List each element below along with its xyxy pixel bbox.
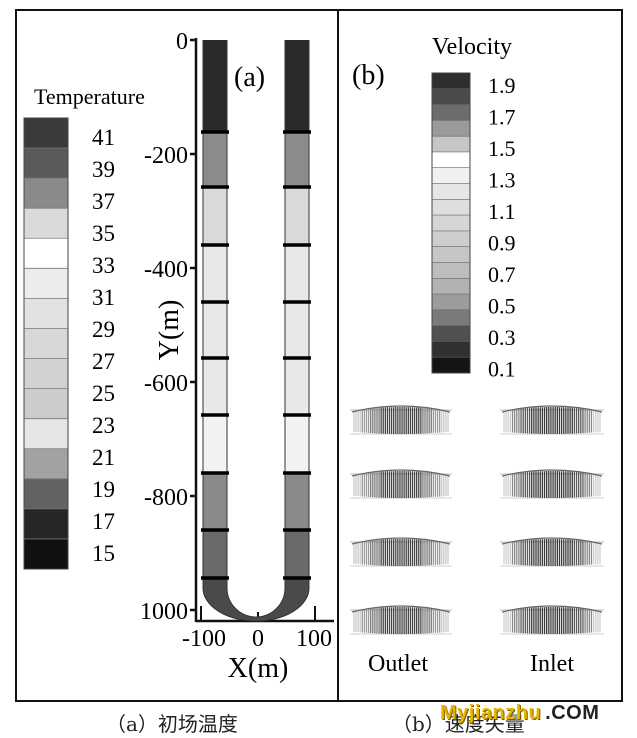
velocity-legend-label: 0.1 [488,357,516,382]
velocity-legend-label: 1.9 [488,73,516,98]
velocity-profile-plot [500,537,604,567]
panel-a-label: (a) [234,62,265,93]
temperature-legend-swatch [24,178,68,209]
y-axis: 0 -200 -400 -600 -800 1000 Y(m) [140,29,198,625]
velocity-profile-plot [500,469,604,499]
temperature-legend-swatch [24,508,68,540]
temperature-legend-swatch [24,118,68,149]
velocity-legend-label: 1.7 [488,105,516,130]
temperature-legend-swatch [24,328,68,360]
temperature-legend-swatch [24,238,68,269]
x-axis: -100 0 100 X(m) [182,606,334,684]
velocity-legend-swatch [432,167,470,185]
velocity-legend-label: 1.3 [488,168,516,193]
temperature-legend-swatch [24,268,68,299]
temperature-legend-label: 25 [92,381,115,406]
x-axis-label: X(m) [228,653,289,684]
temperature-legend-label: 31 [92,285,115,310]
caption-b: （b）速度矢量 [392,712,525,736]
velocity-legend-swatch [432,120,470,137]
watermark: Myjianzhu .COM [440,702,599,725]
watermark-suffix: .COM [545,702,600,724]
velocity-legend-swatch [432,183,470,200]
u-tube-temperature-field [201,40,311,622]
inlet-label: Inlet [530,651,574,677]
velocity-legend-swatch [432,215,470,232]
velocity-legend-swatch [432,88,470,106]
temperature-legend-swatch [24,538,68,570]
velocity-legend-title: Velocity [432,34,512,60]
y-tick-label: 1000 [140,599,188,625]
temperature-legend-label: 35 [92,221,115,246]
y-tick-label: -600 [144,371,188,397]
velocity-legend-swatch [432,357,470,374]
x-tick-label: -100 [182,626,226,652]
x-tick-label: 0 [252,626,264,652]
figure-frame [15,9,623,702]
velocity-profile-plot [350,469,452,499]
velocity-legend-swatch [432,73,470,90]
y-tick-label: -800 [144,485,188,511]
velocity-profile-plot [350,537,452,567]
velocity-legend-swatch [432,325,470,342]
velocity-legend-swatch [432,104,470,121]
temperature-legend-label: 15 [92,541,115,566]
outlet-label: Outlet [368,651,428,677]
velocity-legend-label: 0.7 [488,262,516,287]
velocity-legend-swatch [432,341,470,358]
velocity-legend-label: 1.5 [488,136,516,161]
temperature-legend-label: 39 [92,157,115,182]
velocity-legend-swatch [432,294,470,311]
temperature-legend-label: 19 [92,477,115,502]
velocity-legend-swatch [432,278,470,295]
temperature-legend-swatch [24,148,68,179]
velocity-profile-plot [350,405,452,435]
temperature-legend-label: 33 [92,253,115,278]
x-tick-label: 100 [296,626,332,652]
temperature-legend-swatch [24,208,68,239]
velocity-legend-swatch [432,151,470,169]
velocity-legend-label: 0.5 [488,294,516,319]
temperature-legend-swatch [24,418,68,450]
temperature-legend-swatch [24,358,68,390]
velocity-profile-plot [350,605,452,635]
y-axis-label: Y(m) [154,300,185,361]
velocity-legend-swatch [432,199,470,216]
temperature-legend-label: 37 [92,189,115,214]
temperature-legend-label: 29 [92,317,115,342]
watermark-text: Myjianzhu [440,702,542,724]
y-tick-label: -200 [144,143,188,169]
velocity-legend-swatch [432,230,470,248]
velocity-profile-plot [500,605,604,635]
temperature-legend-label: 41 [92,125,115,150]
velocity-legend-label: 0.9 [488,231,516,256]
temperature-legend-label: 23 [92,413,115,438]
velocity-legend-swatch [432,262,470,279]
y-tick-label: 0 [176,29,188,55]
temperature-legend-title: Temperature [34,84,145,109]
temperature-legend-swatch [24,298,68,329]
panel-b-label: (b) [352,60,385,91]
temperature-legend-swatch [24,388,68,420]
velocity-legend: 1.9 1.7 1.5 1.3 1.1 0.9 0.7 0.5 0.3 0.1 [431,72,516,382]
temperature-legend-swatch [24,448,68,480]
velocity-legend-label: 1.1 [488,199,516,224]
temperature-legend-swatch [24,478,68,510]
velocity-legend-label: 0.3 [488,325,516,350]
temperature-legend-label: 17 [92,509,115,534]
temperature-legend: 41 39 37 35 33 31 29 27 25 23 21 19 17 15 [23,117,115,570]
velocity-legend-swatch [432,136,470,153]
velocity-vector-plots [350,405,604,635]
temperature-legend-label: 21 [92,445,115,470]
y-tick-label: -400 [144,257,188,283]
velocity-legend-swatch [432,309,470,327]
temperature-legend-label: 27 [92,349,115,374]
velocity-legend-swatch [432,246,470,263]
caption-a: （a）初场温度 [106,712,238,736]
velocity-profile-plot [500,405,604,435]
